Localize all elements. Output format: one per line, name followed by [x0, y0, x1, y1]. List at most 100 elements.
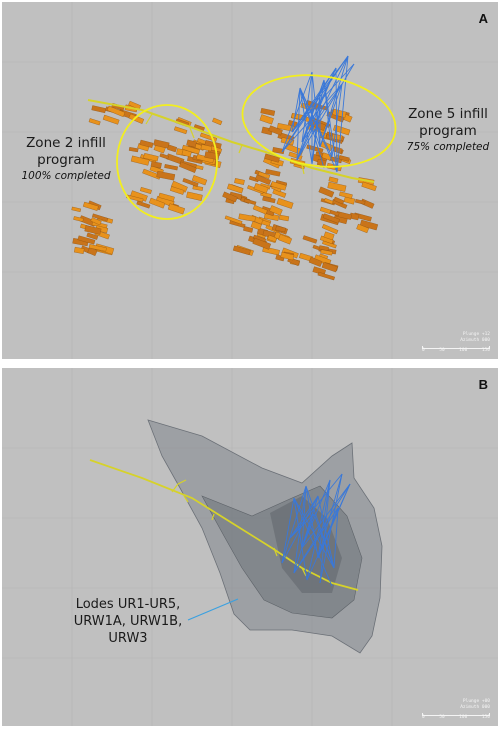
stope-block [130, 155, 150, 166]
stope-block [73, 246, 85, 254]
stope-block [77, 235, 96, 245]
stope-block [272, 147, 285, 155]
zone-5-label: Zone 5 infill program 75% completed [398, 106, 498, 154]
stope-block [316, 158, 327, 167]
stope-block [257, 171, 271, 179]
stope-block [323, 197, 334, 205]
drillhole-trace [291, 93, 321, 133]
scale-tick: 0 [422, 348, 425, 353]
zone-5-ellipse [241, 74, 397, 168]
stope-block [106, 105, 126, 118]
stope-block [339, 191, 353, 199]
stope-block [71, 206, 82, 213]
drillhole-trace [336, 55, 349, 173]
stope-block [128, 147, 139, 153]
stope-block [139, 187, 152, 194]
drillhole-trace [301, 483, 351, 549]
stope-block [264, 153, 280, 163]
drillhole-trace [293, 497, 303, 549]
stope-block [361, 181, 377, 192]
stope-block [288, 151, 303, 160]
scale-tick: 50 [439, 715, 445, 720]
stope-block [186, 191, 203, 201]
stope-block [169, 186, 185, 195]
stope-block [321, 224, 339, 235]
stope-block [322, 213, 340, 224]
panel-a-scale-ticks: 0 50 100 150 [422, 348, 490, 354]
stope-block [200, 144, 213, 152]
panel-a-scene [2, 2, 498, 359]
stope-block [328, 176, 339, 184]
stope-block [354, 199, 366, 205]
stope-block [317, 271, 335, 281]
drillhole-trace [313, 513, 335, 569]
stope-block [260, 108, 276, 116]
stope-block [255, 174, 272, 185]
panel-a-plunge: Plunge +12 [462, 332, 490, 337]
stope-block [359, 219, 379, 231]
stope-block [156, 170, 176, 181]
stope-block [232, 245, 251, 256]
drillhole-trace [306, 479, 331, 581]
stope-block [136, 200, 151, 209]
drillhole-trace [319, 83, 343, 148]
drillhole-trace [299, 87, 321, 148]
stope-block [238, 213, 256, 222]
panel-b: B Lodes UR1-UR5, URW1A, URW1B, URW3 Plun… [2, 368, 498, 726]
stope-block [186, 139, 197, 148]
stope-block [139, 139, 154, 148]
drillhole-trace [335, 67, 338, 173]
panel-b-scale-line [422, 713, 490, 716]
drillhole-trace [333, 507, 339, 569]
stope-block [73, 216, 84, 222]
stope-block [181, 149, 192, 158]
stope-block [280, 251, 295, 261]
stope-block [321, 262, 338, 273]
stope-block [332, 108, 347, 118]
panel-b-scale-ticks: 0 50 100 150 [422, 715, 490, 721]
panel-a-scale-line [422, 346, 490, 349]
stope-block [261, 219, 271, 227]
stope-block [318, 245, 329, 251]
lodes-label: Lodes UR1-UR5, URW1A, URW1B, URW3 [68, 596, 188, 647]
panel-b-scene [2, 368, 498, 726]
stope-block [173, 126, 188, 135]
drillholes [281, 55, 355, 173]
stope-block [259, 114, 274, 125]
stope-block [262, 196, 276, 204]
lode-wireframes [147, 419, 383, 654]
stope-block [269, 205, 283, 216]
drillhole-trace [281, 67, 337, 153]
scale-tick: 100 [459, 715, 468, 720]
drillhole-trace [311, 93, 321, 165]
drillhole-trace [289, 495, 319, 539]
stope-block [243, 198, 257, 206]
drillhole-trace [289, 513, 315, 539]
scale-tick: 100 [459, 348, 468, 353]
panel-b-plunge: Plunge +00 [462, 699, 490, 704]
stope-block [212, 117, 223, 126]
stope-block [278, 214, 290, 222]
drillhole-trace [281, 495, 319, 564]
panel-a-scale-bar: Plunge +12 Azimuth 000 0 50 100 150 [422, 332, 490, 354]
drillhole-trace [317, 495, 335, 569]
stope-block [86, 232, 99, 240]
stope-block [338, 155, 350, 162]
lodes-label-line3: URW3 [108, 631, 148, 646]
development-drive [89, 459, 359, 591]
scale-tick: 150 [481, 348, 490, 353]
panel-a: A Zone 2 infill program 100% completed Z… [2, 2, 498, 359]
drillhole-trace [296, 55, 349, 161]
stope-block [164, 164, 178, 171]
drillhole-trace [323, 79, 338, 173]
stope-block [91, 105, 107, 114]
stope-block [167, 203, 185, 215]
zone-2-title-line1: Zone 2 infill [26, 135, 106, 151]
drillhole-trace [281, 497, 295, 564]
stope-block [356, 223, 370, 234]
stope-block [302, 235, 318, 244]
stope-block [308, 256, 323, 267]
stope-block [333, 196, 345, 205]
stope-block [88, 118, 101, 126]
stope-block [224, 215, 243, 225]
